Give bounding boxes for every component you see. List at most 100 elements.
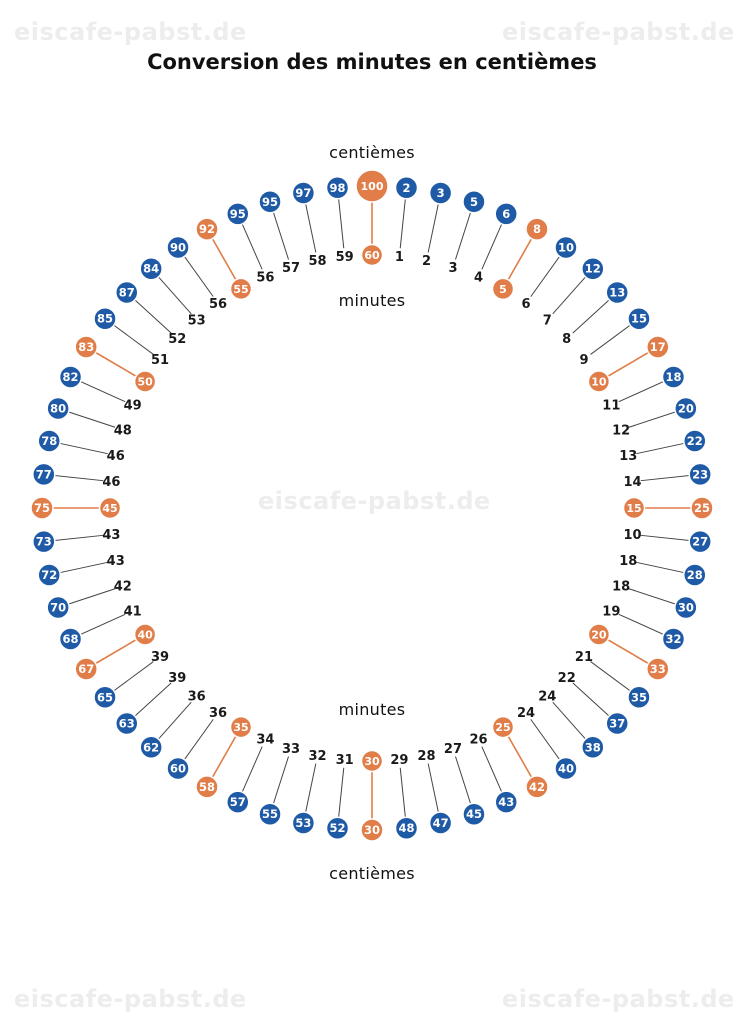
minute-label: 56 [209, 297, 227, 312]
centieme-label: 20 [678, 401, 694, 415]
minute-label: 55 [233, 283, 248, 296]
centieme-badge [195, 217, 219, 241]
centieme-badge [139, 256, 163, 281]
minute-marker [98, 496, 122, 520]
centieme-label: 57 [230, 795, 246, 809]
minute-label: 50 [137, 376, 153, 389]
centieme-badge [605, 280, 629, 305]
bottom-minutes-caption: minutes [338, 700, 406, 719]
centieme-label: 43 [498, 795, 514, 809]
leader-lines [42, 186, 702, 830]
centieme-label: 60 [170, 762, 186, 776]
minute-label: 31 [336, 753, 354, 768]
centieme-badge [32, 462, 56, 487]
centieme-label: 23 [692, 467, 708, 481]
centieme-badge [360, 818, 384, 842]
centieme-badge [93, 306, 117, 331]
minute-label: 36 [209, 706, 227, 721]
centieme-badge [291, 811, 316, 835]
centieme-badge [494, 202, 518, 226]
minute-label: 9 [579, 353, 588, 368]
centieme-badge [605, 711, 629, 736]
centieme-badge [661, 627, 686, 651]
centieme-badge [258, 802, 282, 826]
minute-label: 19 [602, 604, 620, 619]
centieme-badge [30, 496, 54, 520]
watermark-center: eiscafe-pabst.de [258, 487, 491, 515]
minute-label: 49 [124, 399, 142, 414]
minute-label: 4 [474, 270, 483, 285]
centieme-label: 38 [585, 740, 601, 754]
centieme-badge [494, 790, 518, 814]
centieme-badge [195, 775, 219, 799]
centieme-label: 70 [50, 601, 66, 615]
centieme-badge [683, 429, 707, 453]
minute-label: 5 [499, 283, 507, 296]
centieme-label: 95 [230, 207, 246, 221]
centieme-badge [683, 563, 707, 587]
centieme-badge [32, 529, 56, 554]
centieme-badge [139, 735, 163, 760]
minute-label: 8 [562, 332, 571, 347]
minute-label: 46 [102, 475, 120, 490]
centieme-label: 30 [364, 823, 380, 837]
centieme-label: 68 [63, 632, 79, 646]
centieme-badge [428, 811, 453, 835]
centieme-badge [74, 335, 98, 359]
centieme-label: 18 [665, 370, 681, 384]
watermark-top-right: eiscafe-pabst.de [502, 18, 735, 46]
minute-label: 34 [256, 733, 274, 748]
minute-label: 56 [256, 270, 274, 285]
minute-label: 28 [417, 749, 435, 764]
centieme-badge [226, 790, 250, 814]
centieme-badge [166, 756, 190, 781]
centieme-badge [627, 306, 651, 331]
centieme-badge [554, 235, 578, 260]
centieme-badge [428, 181, 453, 205]
minute-label: 35 [233, 721, 248, 734]
centieme-label: 10 [558, 240, 574, 254]
minute-marker [491, 715, 515, 739]
minute-label: 14 [624, 475, 642, 490]
minute-label: 45 [102, 502, 117, 515]
centieme-label: 48 [398, 821, 414, 835]
centieme-label: 55 [262, 807, 278, 821]
minute-marker [229, 277, 253, 301]
centieme-badge [355, 169, 389, 203]
centieme-badge [115, 711, 139, 736]
centieme-badge [690, 496, 714, 520]
minute-label: 43 [107, 554, 125, 569]
centieme-badge [554, 756, 578, 781]
centieme-badge [58, 365, 83, 389]
minute-label: 33 [282, 742, 300, 757]
top-centiemes-caption: centièmes [329, 143, 415, 162]
minute-label: 60 [364, 249, 380, 262]
centieme-label: 5 [470, 195, 478, 209]
centieme-badge [226, 202, 250, 226]
centieme-label: 62 [143, 740, 159, 754]
centieme-badge [661, 365, 686, 389]
centieme-label: 83 [78, 340, 94, 354]
minute-marker [491, 277, 515, 301]
minute-label: 42 [114, 580, 132, 595]
minute-labels: 1 2 34567891011121314151018181920212224242… [98, 243, 646, 773]
centieme-badge [646, 335, 670, 359]
minute-marker [587, 623, 611, 646]
centieme-badge [688, 529, 712, 554]
minute-label: 32 [308, 749, 326, 764]
minute-label: 3 [448, 261, 457, 276]
minute-label: 26 [470, 733, 488, 748]
minute-marker [360, 243, 384, 267]
centieme-badge [674, 396, 698, 421]
centieme-badge [325, 176, 350, 200]
centieme-label: 80 [50, 401, 66, 415]
centieme-label: 13 [609, 286, 625, 300]
minute-label: 12 [612, 423, 630, 438]
centieme-badge [93, 685, 117, 710]
centieme-label: 33 [650, 662, 666, 676]
minute-label: 18 [612, 580, 630, 595]
minute-marker [133, 370, 157, 393]
minute-label: 43 [102, 528, 120, 543]
centieme-label: 35 [631, 690, 647, 704]
centieme-badge [37, 563, 61, 587]
